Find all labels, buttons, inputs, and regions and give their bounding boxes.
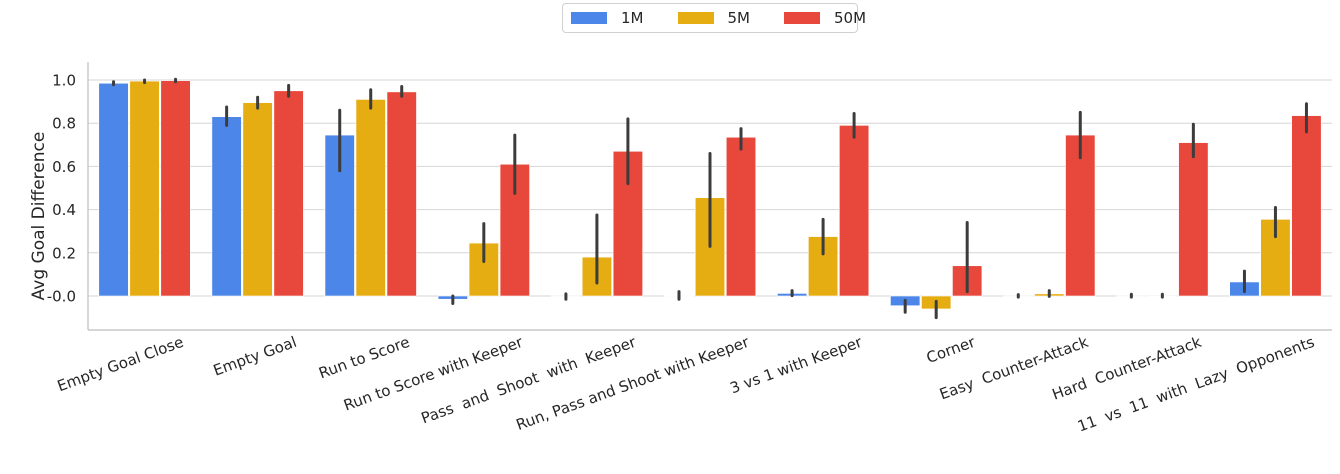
legend-label-5m: 5M — [727, 9, 751, 27]
bar-50m — [386, 91, 417, 297]
bar-5m — [242, 102, 273, 297]
y-tick-label: 1.0 — [52, 72, 76, 90]
x-tick-label: Empty Goal — [211, 333, 299, 380]
legend-swatch-5m — [677, 12, 714, 24]
x-tick-label: Corner — [924, 333, 978, 367]
legend-swatch-50m — [784, 12, 820, 24]
x-tick-label: Run to Score — [316, 333, 412, 383]
y-tick-label: 0.6 — [52, 158, 76, 176]
bar-1m — [98, 82, 129, 297]
x-tick-label: Run to Score with Keeper — [341, 333, 526, 415]
y-tick-label: 0.8 — [52, 115, 76, 133]
legend-item-50m: 50M — [784, 9, 866, 27]
bar-50m — [1065, 134, 1096, 297]
y-tick-label: 0.2 — [52, 244, 76, 262]
bar-50m — [839, 125, 870, 297]
legend: 1M 5M 50M — [562, 3, 866, 33]
bar-50m — [725, 136, 757, 297]
bar-50m — [273, 90, 304, 297]
legend-label-1m: 1M — [621, 9, 644, 27]
bar-5m — [129, 80, 160, 297]
y-axis-label: Avg Goal Difference — [29, 132, 49, 301]
bar-50m — [160, 80, 191, 297]
bar-50m — [1291, 115, 1322, 297]
x-tick-label: Empty Goal Close — [55, 333, 186, 395]
legend-item-5m: 5M — [677, 9, 751, 27]
bar-1m — [211, 116, 242, 297]
bar-5m — [355, 99, 386, 297]
bar-50m — [1178, 142, 1209, 297]
legend-swatch-1m — [571, 12, 607, 24]
y-tick-label: -0.0 — [47, 288, 76, 306]
bars — [98, 80, 1322, 310]
legend-item-1m: 1M — [571, 9, 644, 27]
legend-label-50m: 50M — [834, 9, 867, 27]
error-bars — [112, 77, 1308, 320]
y-tick-labels: -0.0 0.2 0.4 0.6 0.8 1.0 — [47, 72, 76, 306]
x-tick-labels: Empty Goal Close Empty Goal Run to ScoreRu… — [55, 333, 1317, 436]
axes — [87, 62, 1332, 331]
y-tick-label: 0.4 — [52, 201, 76, 219]
